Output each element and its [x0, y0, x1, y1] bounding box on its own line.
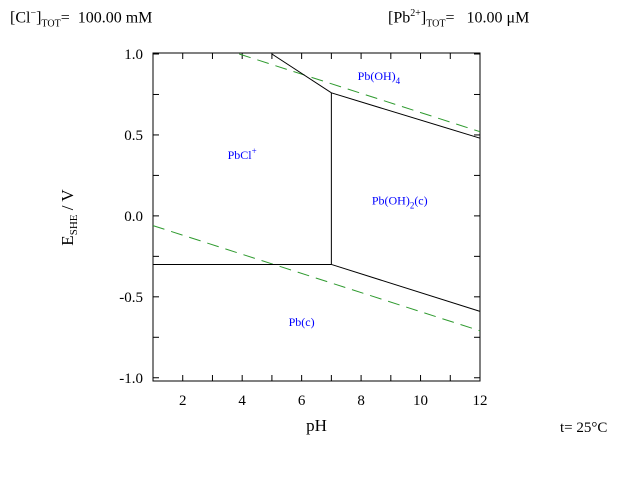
x-tick-label: 12 [473, 393, 488, 409]
lead-concentration: [Pb2+]TOT= 10.00 μM [388, 8, 530, 30]
phase-boundary-line [331, 263, 481, 312]
y-tick-label: 0.0 [124, 209, 143, 225]
phase-boundary-line [271, 53, 481, 139]
y-tick-label: 1.0 [124, 47, 143, 63]
x-axis-label: pH [306, 416, 327, 435]
x-tick-label: 4 [238, 393, 246, 409]
x-tick-label: 8 [357, 393, 365, 409]
plot-frame [152, 52, 481, 382]
y-tick-label: -1.0 [119, 371, 143, 387]
region-label: PbCl+ [228, 146, 257, 162]
x-tick-label: 6 [298, 393, 306, 409]
temperature-label: t= 25°C [560, 420, 608, 436]
region-label: Pb(OH)4 [358, 69, 401, 86]
chloride-concentration: [Cl−]TOT= 100.00 mM [10, 8, 153, 30]
region-label: Pb(c) [289, 315, 315, 329]
y-axis-label: ESHE / V [58, 189, 80, 246]
y-tick-label: -0.5 [119, 290, 143, 306]
water-stability-line [152, 225, 481, 332]
x-tick-label: 10 [413, 393, 428, 409]
y-tick-label: 0.5 [124, 128, 143, 144]
x-tick-label: 2 [179, 393, 187, 409]
region-label: Pb(OH)2(c) [372, 194, 428, 211]
water-stability-line [239, 53, 481, 133]
